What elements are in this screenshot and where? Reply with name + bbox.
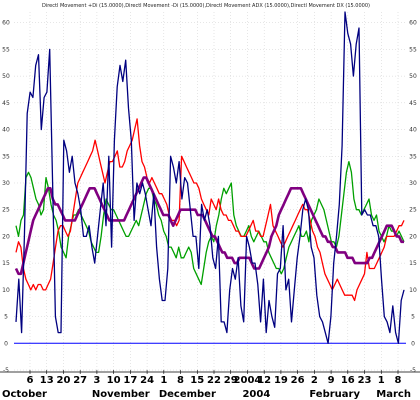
y-tick-label-right: 30 (409, 180, 417, 187)
y-tick-label-right: 55 (409, 46, 417, 53)
axis-layer (0, 342, 420, 374)
y-tick-label-left: 5 (4, 314, 8, 321)
x-day-tick-label: 20 (56, 375, 70, 386)
x-day-tick-label: 26 (291, 375, 305, 386)
x-day-tick-label: 1 (378, 375, 385, 386)
series-line-dx (15, 11, 405, 344)
x-month-label: February (309, 389, 360, 400)
x-day-tick-label: 13 (40, 375, 54, 386)
x-month-label: 2004 (242, 389, 270, 400)
y-tick-label-left: 15 (2, 260, 10, 267)
y-tick-label-right: 20 (409, 233, 417, 240)
y-tick-label-left: 35 (2, 153, 10, 160)
x-day-tick-label: 6 (27, 375, 34, 386)
y-tick-label-left: 40 (2, 127, 10, 134)
series-line-minus-di (15, 118, 405, 302)
x-day-tick-label: 19 (274, 375, 288, 386)
x-day-tick-label: 9 (328, 375, 335, 386)
y-tick-label-right: 35 (409, 153, 417, 160)
y-tick-label-right: 60 (409, 20, 417, 27)
y-tick-label-left: 0 (4, 340, 8, 347)
x-day-tick-label: 15 (190, 375, 204, 386)
x-day-tick-label: 8 (177, 375, 184, 386)
x-month-label: October (2, 389, 47, 400)
x-day-tick-label: 8 (395, 375, 402, 386)
y-tick-label-left: 45 (2, 100, 10, 107)
y-tick-label-left: 25 (2, 207, 10, 214)
x-month-label: November (92, 389, 150, 400)
y-tick-label-left: 20 (2, 233, 10, 240)
y-tick-label-right: 15 (409, 260, 417, 267)
x-day-tick-label: 27 (73, 375, 87, 386)
y-tick-label-right: 50 (409, 73, 417, 80)
y-tick-label-right: 10 (409, 287, 417, 294)
y-tick-label-right: -5 (410, 367, 416, 374)
x-day-tick-label: 22 (207, 375, 221, 386)
chart-title: Directl Movement +Di (15.0000),Directl M… (42, 3, 370, 9)
y-tick-label-right: 45 (409, 100, 417, 107)
x-day-tick-label: 17 (123, 375, 137, 386)
x-day-tick-label: 24 (140, 375, 154, 386)
y-tick-label-left: 50 (2, 73, 10, 80)
x-day-tick-label: 16 (341, 375, 355, 386)
y-tick-label-right: 5 (411, 314, 415, 321)
x-day-tick-label: 1 (160, 375, 167, 386)
x-day-tick-label: 23 (358, 375, 372, 386)
y-tick-label-left: 60 (2, 20, 10, 27)
y-tick-label-left: 55 (2, 46, 10, 53)
x-day-tick-label: 29 (224, 375, 238, 386)
x-month-label: December (159, 389, 216, 400)
x-day-tick-label: 3 (93, 375, 100, 386)
y-tick-label-left: 10 (2, 287, 10, 294)
x-month-label: March (376, 389, 411, 400)
x-day-tick-label: 2004 (234, 375, 262, 386)
x-day-tick-label: 10 (107, 375, 121, 386)
series-layer (14, 11, 405, 344)
y-tick-label-left: 30 (2, 180, 10, 187)
y-tick-label-right: 40 (409, 127, 417, 134)
x-day-tick-label: 12 (257, 375, 271, 386)
y-tick-label-right: 25 (409, 207, 417, 214)
y-tick-label-left: -5 (3, 367, 9, 374)
x-day-tick-label: 2 (311, 375, 318, 386)
y-tick-label-right: 0 (411, 340, 415, 347)
